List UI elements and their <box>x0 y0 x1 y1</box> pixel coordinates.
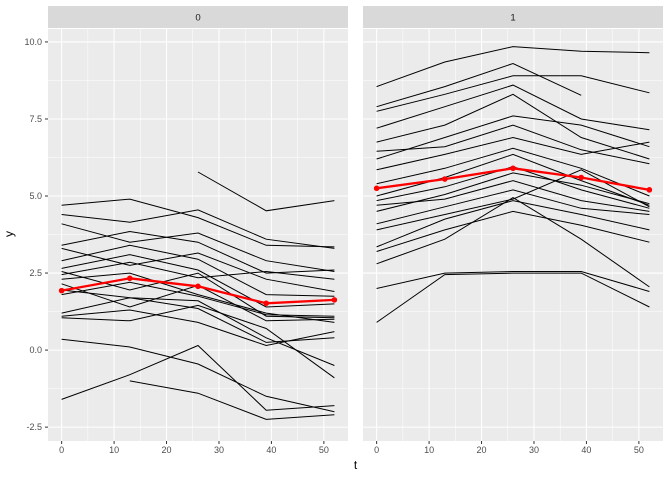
subject-trajectory-line <box>376 62 582 108</box>
facet-strip-label: 0 <box>195 13 200 24</box>
mean-point <box>646 187 653 193</box>
y-tick-label: 0.0 <box>29 345 42 355</box>
x-tick-label: 10 <box>424 445 434 455</box>
mean-point <box>331 297 338 303</box>
mean-point <box>510 165 516 172</box>
x-tick-label: 40 <box>266 445 276 455</box>
subject-trajectory-line <box>61 304 335 379</box>
subject-trajectory-line <box>376 200 650 248</box>
subject-trajectory-line <box>376 46 650 88</box>
mean-point <box>58 287 65 294</box>
y-tick-label: 10.0 <box>24 37 42 47</box>
facet-strip <box>48 6 348 28</box>
subject-trajectory-line <box>129 380 335 420</box>
subject-trajectory-line <box>61 309 335 347</box>
subject-trajectory-line <box>376 210 650 252</box>
subject-trajectory-line <box>376 136 650 171</box>
x-tick-label: 50 <box>634 445 644 455</box>
subject-trajectory-line <box>376 147 650 197</box>
x-tick-label: 50 <box>319 445 329 455</box>
subject-trajectory-line <box>61 244 335 297</box>
y-tick-label: 7.5 <box>29 114 42 124</box>
facet-strip-label: 1 <box>510 13 515 24</box>
x-tick-label: 30 <box>214 445 224 455</box>
subject-trajectory-line <box>61 272 335 323</box>
subject-trajectory-line <box>61 261 335 280</box>
subject-trajectory-line <box>376 124 650 165</box>
x-tick-label: 30 <box>529 445 539 455</box>
subject-trajectory-line <box>61 289 335 366</box>
x-tick-label: 20 <box>477 445 487 455</box>
mean-point <box>263 300 269 307</box>
subject-trajectory-line <box>376 180 650 212</box>
subject-trajectory-line <box>61 281 335 317</box>
panel-background <box>363 29 663 441</box>
mean-point <box>195 283 201 290</box>
subject-trajectory-line <box>376 115 650 160</box>
x-tick-label: 40 <box>581 445 591 455</box>
y-tick-label: 2.5 <box>29 268 42 278</box>
mean-point <box>373 185 380 192</box>
subject-trajectory-line <box>61 209 335 249</box>
x-tick-label: 10 <box>109 445 119 455</box>
subject-trajectory-line <box>197 171 335 212</box>
mean-point <box>578 174 584 181</box>
x-tick-label: 0 <box>374 445 379 455</box>
subject-trajectory-line <box>376 271 650 292</box>
subject-trajectory-line <box>376 75 650 112</box>
subject-trajectory-line <box>376 197 650 288</box>
facet-strip <box>363 6 663 28</box>
y-axis-title: y <box>2 231 16 237</box>
y-tick-label: -2.5 <box>26 422 42 432</box>
mean-point <box>442 176 448 182</box>
subject-trajectory-line <box>61 230 335 274</box>
subject-trajectory-line <box>376 172 650 212</box>
x-tick-label: 0 <box>59 445 64 455</box>
y-tick-label: 5.0 <box>29 191 42 201</box>
subject-trajectory-line <box>61 198 335 248</box>
panel-background <box>48 29 348 441</box>
subject-trajectory-line <box>376 189 650 225</box>
subject-trajectory-line <box>61 247 335 292</box>
x-axis-title: t <box>353 458 358 472</box>
subject-trajectory-line <box>61 338 335 413</box>
mean-point <box>127 275 133 282</box>
subject-trajectory-line <box>61 254 335 308</box>
x-tick-label: 20 <box>162 445 172 455</box>
subject-trajectory-line <box>376 93 650 160</box>
subject-trajectory-line <box>376 84 650 131</box>
subject-trajectory-line <box>61 344 335 411</box>
subject-trajectory-line <box>376 153 650 206</box>
subject-trajectory-line <box>376 272 650 323</box>
